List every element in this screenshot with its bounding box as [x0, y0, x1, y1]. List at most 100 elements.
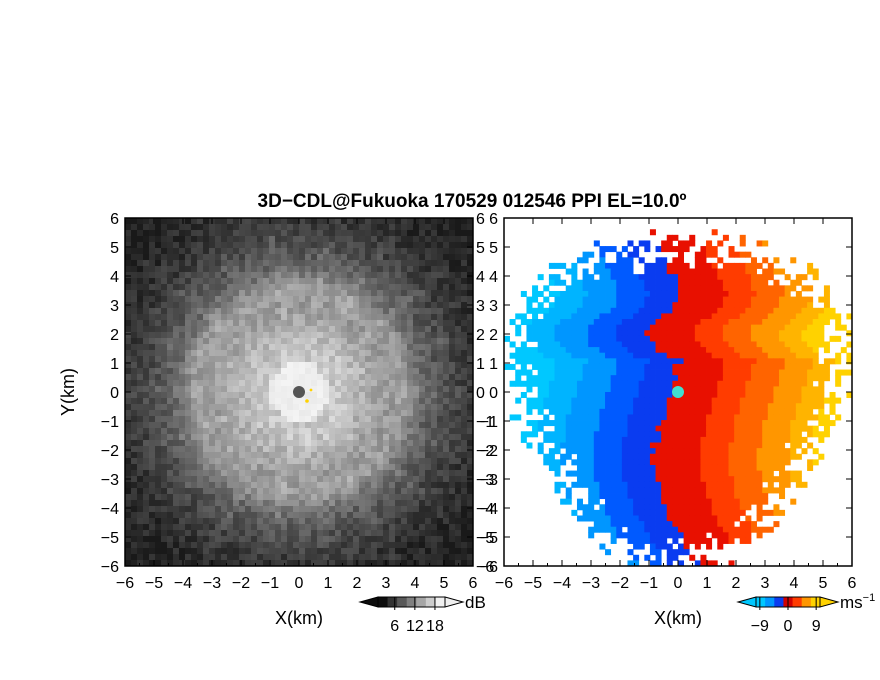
reflectivity-cell [161, 338, 168, 345]
reflectivity-cell [179, 428, 186, 435]
velocity-cell [509, 341, 516, 348]
reflectivity-cell [335, 254, 342, 261]
reflectivity-cell [365, 410, 372, 417]
velocity-cell [599, 347, 606, 354]
velocity-cell [678, 268, 685, 275]
reflectivity-cell [263, 368, 270, 375]
reflectivity-cell [245, 302, 252, 309]
reflectivity-cell [155, 236, 162, 243]
reflectivity-cell [281, 548, 288, 555]
reflectivity-cell [209, 374, 216, 381]
velocity-cell [807, 335, 814, 342]
velocity-cell [616, 296, 623, 303]
reflectivity-cell [353, 410, 360, 417]
reflectivity-cell [371, 470, 378, 477]
velocity-cell [593, 386, 600, 393]
velocity-cell [588, 380, 595, 387]
velocity-cell [756, 403, 763, 410]
velocity-cell [627, 313, 634, 320]
reflectivity-cell [227, 542, 234, 549]
velocity-cell [672, 397, 679, 404]
reflectivity-cell [233, 398, 240, 405]
y-tick-label-right: −5 [476, 530, 494, 547]
y-tick-label: 6 [110, 211, 119, 228]
reflectivity-cell [371, 296, 378, 303]
reflectivity-cell [161, 296, 168, 303]
reflectivity-cell [443, 260, 450, 267]
reflectivity-cell [281, 314, 288, 321]
reflectivity-cell [425, 548, 432, 555]
velocity-cell [801, 369, 808, 376]
reflectivity-cell [245, 446, 252, 453]
reflectivity-cell [455, 302, 462, 309]
reflectivity-cell [395, 230, 402, 237]
reflectivity-cell [347, 416, 354, 423]
velocity-cell [543, 335, 550, 342]
reflectivity-cell [239, 446, 246, 453]
reflectivity-cell [401, 500, 408, 507]
reflectivity-cell [191, 404, 198, 411]
velocity-cell [560, 392, 567, 399]
reflectivity-cell [179, 356, 186, 363]
reflectivity-cell [227, 308, 234, 315]
velocity-cell [672, 363, 679, 370]
velocity-cell [694, 397, 701, 404]
reflectivity-cell [257, 230, 264, 237]
reflectivity-cell [305, 230, 312, 237]
reflectivity-cell [455, 524, 462, 531]
reflectivity-cell [245, 410, 252, 417]
reflectivity-cell [311, 560, 318, 567]
reflectivity-cell [425, 476, 432, 483]
reflectivity-cell [149, 560, 156, 567]
reflectivity-cell [413, 272, 420, 279]
reflectivity-cell [245, 326, 252, 333]
velocity-cell [599, 363, 606, 370]
reflectivity-cell [143, 446, 150, 453]
reflectivity-cell [377, 560, 384, 567]
reflectivity-cell [257, 326, 264, 333]
reflectivity-cell [443, 224, 450, 231]
reflectivity-cell [227, 386, 234, 393]
reflectivity-cell [275, 338, 282, 345]
reflectivity-cell [275, 470, 282, 477]
reflectivity-cell [413, 404, 420, 411]
velocity-cell [683, 296, 690, 303]
reflectivity-cell [353, 254, 360, 261]
reflectivity-cell [359, 368, 366, 375]
reflectivity-cell [179, 482, 186, 489]
reflectivity-cell [455, 272, 462, 279]
reflectivity-cell [179, 374, 186, 381]
velocity-cell [526, 335, 533, 342]
velocity-cell [801, 324, 808, 331]
velocity-cell [678, 375, 685, 382]
reflectivity-cell [467, 542, 474, 549]
reflectivity-cell [311, 272, 318, 279]
velocity-cell [801, 341, 808, 348]
velocity-cell [750, 408, 757, 415]
reflectivity-cell [149, 374, 156, 381]
reflectivity-cell [209, 422, 216, 429]
velocity-cell [532, 403, 539, 410]
reflectivity-cell [467, 230, 474, 237]
velocity-cell [582, 296, 589, 303]
velocity-cell [762, 296, 769, 303]
reflectivity-cell [143, 458, 150, 465]
reflectivity-cell [227, 278, 234, 285]
reflectivity-cell [251, 440, 258, 447]
reflectivity-cell [197, 440, 204, 447]
reflectivity-cell [425, 266, 432, 273]
reflectivity-cell [179, 446, 186, 453]
reflectivity-cell [203, 488, 210, 495]
reflectivity-cell [203, 476, 210, 483]
reflectivity-cell [155, 464, 162, 471]
reflectivity-cell [407, 254, 414, 261]
reflectivity-cell [407, 524, 414, 531]
reflectivity-cell [227, 392, 234, 399]
reflectivity-cell [185, 236, 192, 243]
velocity-cell [638, 274, 645, 281]
reflectivity-cell [347, 380, 354, 387]
reflectivity-cell [239, 470, 246, 477]
reflectivity-cell [287, 230, 294, 237]
reflectivity-cell [269, 410, 276, 417]
reflectivity-cell [317, 266, 324, 273]
